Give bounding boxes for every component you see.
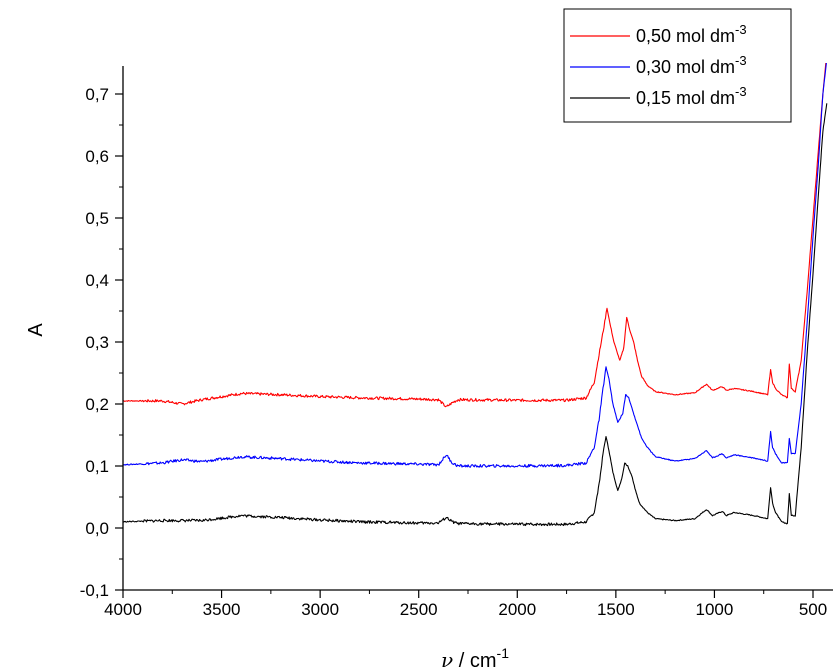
- legend-label-1: 0,50 mol dm-3: [636, 22, 747, 46]
- y-axis-title: A: [25, 323, 47, 337]
- x-tick-label: 3000: [301, 600, 339, 619]
- legend-label-2: 0,30 mol dm-3: [636, 53, 747, 77]
- y-tick-label: 0,3: [85, 333, 109, 352]
- x-tick-label: 3500: [203, 600, 241, 619]
- series-line-1: [122, 62, 827, 408]
- x-tick-label: 2000: [498, 600, 536, 619]
- ticks-layer: -0,1 0,0 0,1 0,2 0,3 0,4 0,5 0,6 0,7 4000 3500 3000…: [80, 85, 827, 619]
- y-tick-label: 0,1: [85, 457, 109, 476]
- y-tick-label: 0,2: [85, 395, 109, 414]
- series-layer: [122, 62, 828, 527]
- y-tick-label: 0,4: [85, 271, 109, 290]
- legend-label-3: 0,15 mol dm-3: [636, 84, 747, 108]
- x-tick-label: 1500: [597, 600, 635, 619]
- y-tick-label: 0,7: [85, 85, 109, 104]
- series-line-3: [122, 103, 828, 527]
- y-tick-label: 0,0: [85, 519, 109, 538]
- legend-box: [563, 8, 792, 123]
- series-line-2: [122, 62, 827, 468]
- y-tick-label: 0,6: [85, 147, 109, 166]
- x-tick-label: 2500: [400, 600, 438, 619]
- y-tick-label: 0,5: [85, 209, 109, 228]
- legend: 0,50 mol dm-3 0,30 mol dm-3 0,15 mol dm-3: [563, 8, 792, 123]
- x-tick-label: 4000: [104, 600, 142, 619]
- x-tick-label: 1000: [696, 600, 734, 619]
- y-tick-label: -0,1: [80, 581, 109, 600]
- x-tick-label: 500: [799, 600, 827, 619]
